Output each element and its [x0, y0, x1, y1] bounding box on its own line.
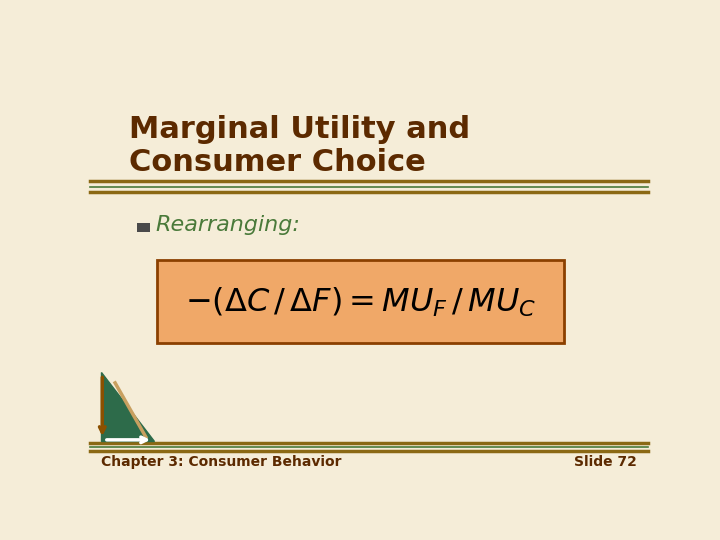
Text: $-\left(\Delta C\,/\,\Delta F\right)= MU_F\,/\,MU_C$: $-\left(\Delta C\,/\,\Delta F\right)= MU…: [185, 285, 536, 319]
Polygon shape: [101, 373, 154, 441]
Bar: [138, 223, 150, 232]
Text: Chapter 3: Consumer Behavior: Chapter 3: Consumer Behavior: [101, 455, 342, 469]
Text: Marginal Utility and
Consumer Choice: Marginal Utility and Consumer Choice: [129, 114, 470, 177]
FancyBboxPatch shape: [157, 260, 564, 343]
Text: Rearranging:: Rearranging:: [156, 215, 301, 235]
Text: Slide 72: Slide 72: [574, 455, 637, 469]
